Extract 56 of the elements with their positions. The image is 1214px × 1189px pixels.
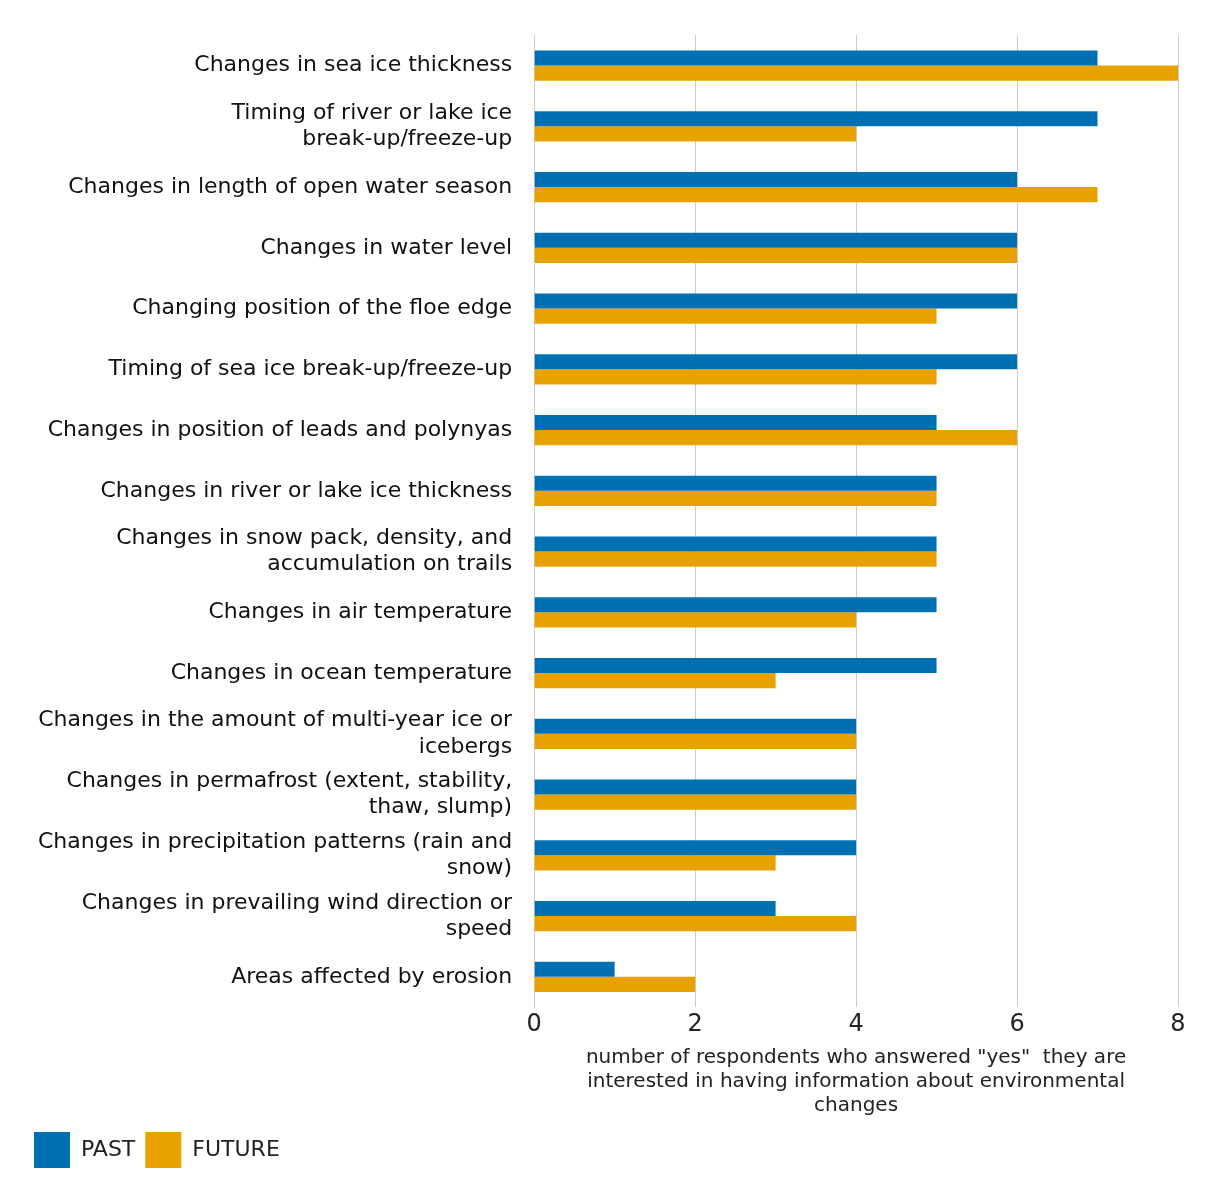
- bar: [534, 916, 857, 932]
- y-tick-label: Changes in water level: [260, 233, 513, 259]
- bar: [534, 475, 937, 491]
- bar: [534, 673, 776, 689]
- bar: [534, 111, 1098, 127]
- x-tick-label: 2: [687, 1008, 703, 1037]
- bar: [534, 840, 857, 856]
- y-tick-label: Timing of sea ice break-up/freeze-up: [107, 355, 513, 381]
- bar: [534, 976, 696, 993]
- bar: [534, 718, 857, 734]
- bar: [534, 536, 937, 552]
- bar: [534, 779, 857, 795]
- y-tick-label: Changes in ocean temperature: [170, 658, 513, 684]
- y-tick-label: Changes in air temperature: [208, 598, 513, 624]
- y-tick-label: Areas affected by erosion: [231, 962, 513, 988]
- bar: [534, 369, 937, 385]
- y-tick-label: Changes in permafrost (extent, stability, thaw, slump): [66, 767, 513, 819]
- bar: [534, 171, 1018, 188]
- y-tick-label: Changes in snow pack, density, and accumulation on trails: [116, 524, 513, 576]
- bar: [534, 65, 1178, 81]
- bar: [534, 247, 1018, 264]
- bar: [534, 308, 937, 324]
- y-tick-label: Changes in position of leads and polynyas: [47, 415, 513, 441]
- bar: [534, 657, 937, 674]
- x-tick-label: 4: [848, 1008, 864, 1037]
- bar: [534, 961, 615, 977]
- bar: [534, 354, 1018, 370]
- bar: [534, 733, 857, 750]
- y-tick-label: Changes in precipitation patterns (rain and snow): [37, 827, 513, 880]
- bar: [534, 430, 1018, 446]
- x-tick-label: 6: [1009, 1008, 1025, 1037]
- bar: [534, 794, 857, 810]
- bar: [534, 612, 857, 628]
- bar: [534, 855, 776, 871]
- legend-label: PAST: [81, 1135, 136, 1161]
- y-tick-label: Changing position of the floe edge: [132, 294, 513, 320]
- bar: [534, 414, 937, 431]
- bar: [534, 490, 937, 507]
- bar: [534, 293, 1018, 309]
- bar: [534, 126, 857, 142]
- bar: [534, 50, 1098, 66]
- y-tick-label: Changes in river or lake ice thickness: [100, 476, 513, 502]
- bar: [534, 597, 937, 613]
- x-tick-label: 8: [1170, 1008, 1186, 1037]
- y-tick-label: Changes in prevailing wind direction or speed: [81, 888, 514, 940]
- y-tick-label: Changes in the amount of multi-year ice or icebergs: [38, 706, 514, 758]
- x-tick-label: 0: [526, 1008, 542, 1037]
- y-tick-label: Timing of river or lake ice break-up/freeze-up: [230, 98, 513, 151]
- x-axis-title: number of respondents who answered "yes" they are interested in having information about environmental changes: [585, 1044, 1127, 1117]
- legend-label: FUTURE: [192, 1135, 280, 1161]
- bar: [534, 900, 776, 917]
- y-tick-label: Changes in length of open water season: [68, 172, 513, 198]
- bar: [534, 551, 937, 567]
- bar: [534, 232, 1018, 248]
- bar: [534, 187, 1098, 203]
- y-tick-label: Changes in sea ice thickness: [194, 51, 513, 77]
